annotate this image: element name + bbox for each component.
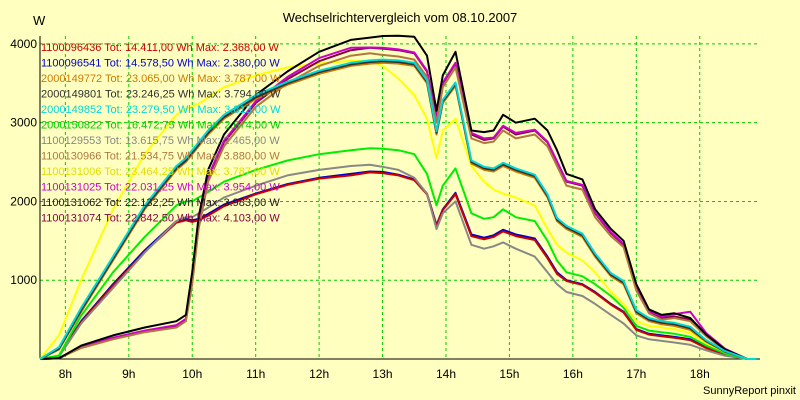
series-line-2000149852 <box>39 58 757 360</box>
y-tick-label-3: 4000 <box>10 37 37 51</box>
footer-credit: SunnyReport pinxit <box>703 385 796 397</box>
x-tick-label-9: 17h <box>626 367 646 381</box>
legend-entry-1100131025: 1100131025 Tot: 22.031,25 Wh Max: 3.954,… <box>41 182 280 194</box>
x-tick-label-2: 10h <box>182 367 202 381</box>
legend-entry-1100131006: 1100131006 Tot: 23.464,25 Wh Max: 3.787,… <box>41 166 280 178</box>
x-tick-label-5: 13h <box>373 367 393 381</box>
series-line-1100130966 <box>39 52 757 360</box>
x-tick-label-10: 18h <box>690 367 710 381</box>
y-tick-label-2: 3000 <box>10 116 37 130</box>
legend-entry-2000149801: 2000149801 Tot: 23.246,25 Wh Max: 3.794,… <box>41 89 281 101</box>
x-tick-label-7: 15h <box>499 367 519 381</box>
legend-entry-2000149772: 2000149772 Tot: 23.065,00 Wh Max: 3.787,… <box>41 73 281 85</box>
legend-entry-1100096541: 1100096541 Tot: 14.578,50 Wh Max: 2.380,… <box>41 58 280 70</box>
x-tick-label-1: 9h <box>122 367 135 381</box>
legend-entry-1100096436: 1100096436 Tot: 14.411,00 Wh Max: 2.368,… <box>41 42 280 54</box>
legend-entry-1100131062: 1100131062 Tot: 22.132,25 Wh Max: 3.983,… <box>41 197 280 209</box>
chart-title: Wechselrichtervergleich vom 08.10.2007 <box>282 10 518 25</box>
y-tick-label-0: 1000 <box>10 273 37 287</box>
series-line-1100131062 <box>39 34 757 360</box>
legend-entry-2000149852: 2000149852 Tot: 23.279,50 Wh Max: 3.813,… <box>41 104 281 116</box>
x-tick-label-8: 16h <box>563 367 583 381</box>
series-line-2000150822 <box>39 147 757 360</box>
legend-entry-1100131074: 1100131074 Tot: 22.842,50 Wh Max: 4.103,… <box>41 213 280 225</box>
series-line-1100129553 <box>39 163 757 360</box>
legend-entry-2000150822: 2000150822 Tot: 16.472,75 Wh Max: 2.674,… <box>41 120 281 132</box>
x-tick-label-3: 11h <box>246 367 265 381</box>
y-tick-label-1: 2000 <box>10 194 37 208</box>
x-tick-label-6: 14h <box>436 367 456 381</box>
x-tick-label-4: 12h <box>309 367 329 381</box>
series-line-1100131006 <box>39 59 757 360</box>
legend-entry-1100129553: 1100129553 Tot: 13.615,75 Wh Max: 2.465,… <box>41 135 280 147</box>
series-line-1100096436 <box>39 171 757 360</box>
legend-entry-1100130966: 1100130966 Tot: 21.534,75 Wh Max: 3.880,… <box>41 151 280 163</box>
x-tick-label-0: 8h <box>59 367 72 381</box>
y-axis-unit-label: W <box>33 13 46 28</box>
